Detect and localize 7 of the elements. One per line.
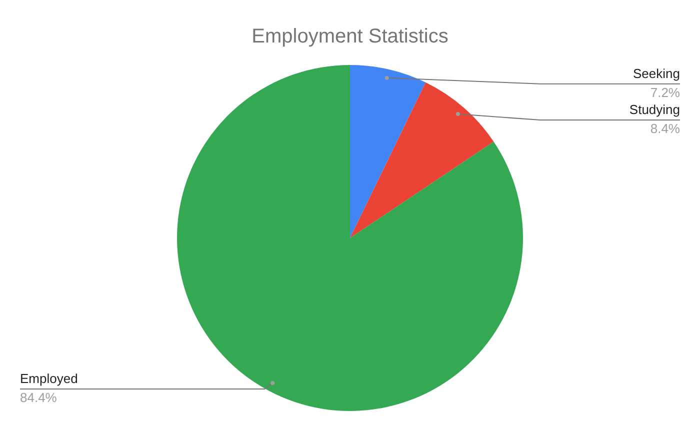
slice-label: Seeking bbox=[633, 66, 680, 81]
chart-title: Employment Statistics bbox=[252, 26, 448, 48]
data-label: 84.4% bbox=[20, 390, 58, 406]
data-label: 7.2% bbox=[650, 84, 680, 100]
slice-label: Employed bbox=[20, 371, 78, 386]
data-label: 8.4% bbox=[650, 121, 680, 136]
slice-label: Studying bbox=[629, 102, 680, 118]
